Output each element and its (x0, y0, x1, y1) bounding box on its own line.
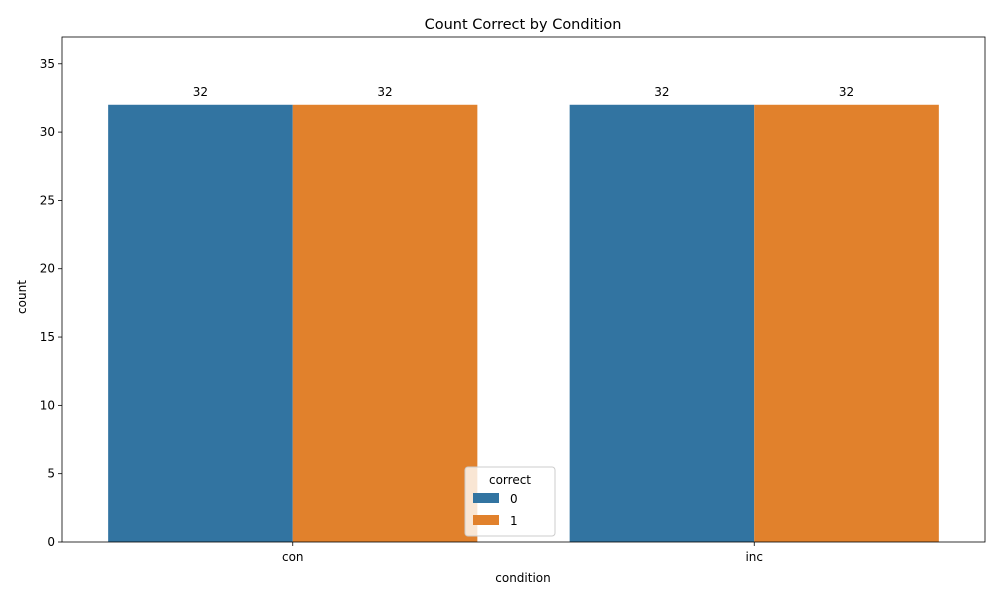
y-tick-label: 0 (47, 535, 55, 549)
legend: correct 0 1 (464, 466, 556, 537)
legend-title: correct (489, 473, 531, 487)
y-tick-label: 35 (40, 57, 55, 71)
x-tick-label: inc (745, 550, 763, 564)
y-axis-label: count (15, 280, 29, 314)
y-tick-label: 10 (40, 398, 55, 412)
legend-label-0: 0 (510, 492, 518, 506)
chart-title: Count Correct by Condition (425, 17, 622, 33)
y-tick-label: 25 (40, 193, 55, 207)
data-label: 32 (839, 85, 854, 99)
legend-label-1: 1 (510, 514, 518, 528)
y-tick-label: 20 (40, 262, 55, 276)
bar-con-0 (108, 104, 293, 543)
y-tick-label: 30 (40, 125, 55, 139)
legend-swatch-1 (473, 515, 499, 525)
legend-swatch-0 (473, 493, 499, 503)
bar-inc-0 (569, 104, 755, 543)
y-tick-label: 5 (47, 467, 55, 481)
bar-con-1 (292, 104, 478, 543)
bar-inc-1 (754, 104, 939, 543)
data-label: 32 (377, 85, 392, 99)
axes-frame (61, 36, 986, 543)
x-tick-label: con (282, 550, 304, 564)
data-label: 32 (654, 85, 669, 99)
data-label: 32 (193, 85, 208, 99)
x-axis-label: condition (495, 571, 550, 585)
y-tick-label: 15 (40, 330, 55, 344)
